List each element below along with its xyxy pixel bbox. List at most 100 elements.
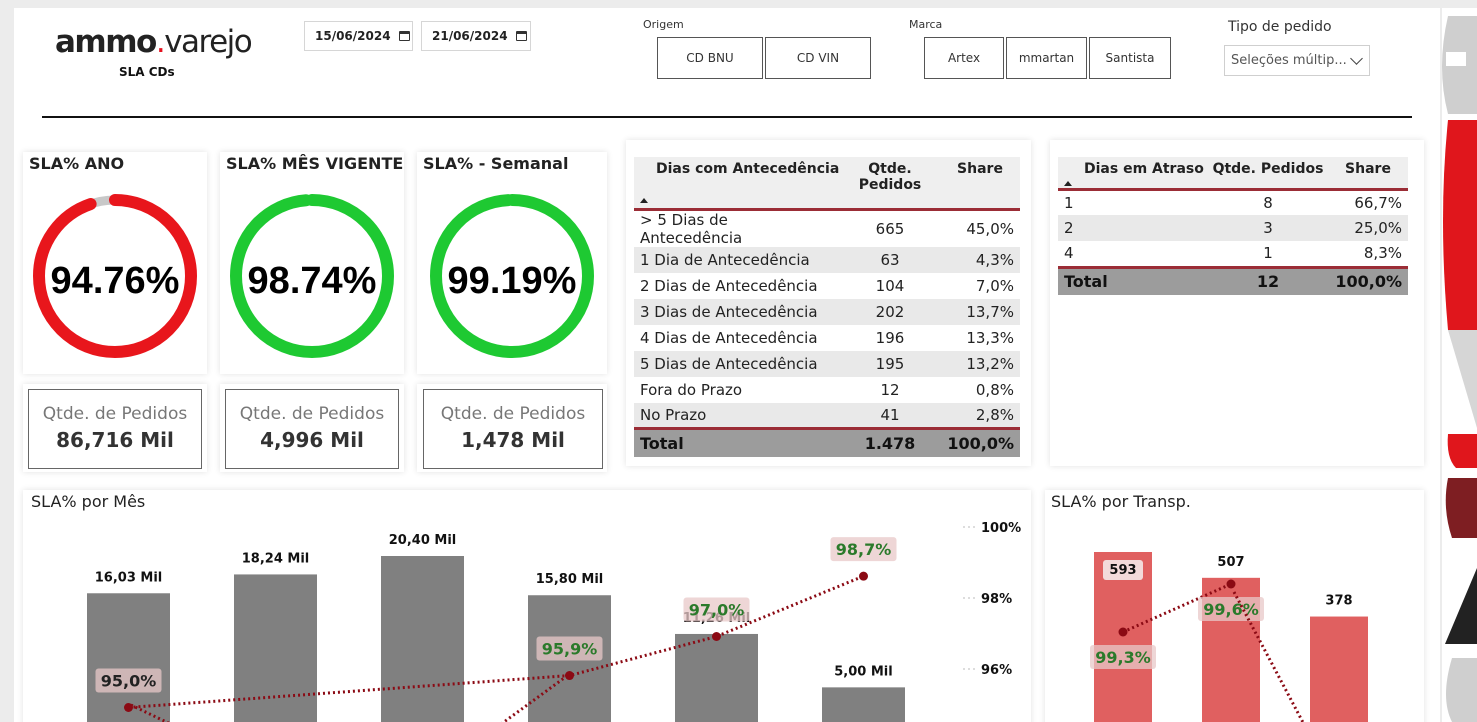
kpi-value: 94.76% [50, 260, 180, 302]
row-count-cell: 195 [840, 350, 940, 377]
atraso-table-card: Dias em Atraso Qtde. Pedidos Share 1 8 66,… [1050, 140, 1424, 466]
column-header-qtde[interactable]: Qtde. Pedidos [840, 157, 940, 211]
row-count-cell: 665 [875, 219, 905, 238]
y2-tick-label: 96% [981, 663, 1012, 678]
sla-data-label: 97,0% [689, 601, 745, 620]
table-row[interactable]: 4 1 8,3% [1058, 241, 1408, 267]
total-label-cell: Total [634, 427, 840, 457]
sla-por-mes-chart-card: SLA% por Mês 16,03 Mil 18,24 Mil 20,40 Mil… [23, 490, 1031, 722]
row-label-cell: Fora do Prazo [640, 380, 743, 399]
tipo-pedido-title: Tipo de pedido [1228, 19, 1332, 35]
table-row[interactable]: 1 8 66,7% [1058, 189, 1408, 215]
total-row: Total 12 100,0% [1058, 265, 1408, 295]
sla-por-transp-chart: 593 507 378 99,3% 99,6% [1090, 552, 1368, 722]
start-date-picker[interactable]: 15/06/2024 [304, 21, 413, 51]
bar-data-label: 593 [1109, 563, 1136, 578]
atraso-table: Dias em Atraso Qtde. Pedidos Share 1 8 66,… [1058, 157, 1408, 295]
atraso-table-body: 1 8 66,7% 2 3 25,0% 4 1 8,3% Total 12 100,0% [1058, 189, 1408, 295]
kpi-title: SLA% - Semanal [423, 154, 569, 173]
row-count-cell: 12 [880, 380, 900, 399]
sla-data-label: 99,3% [1095, 648, 1151, 667]
marca-option-santista[interactable]: Santista [1089, 37, 1171, 79]
sla-point [124, 703, 133, 712]
bar-data-label: 15,80 Mil [536, 572, 604, 587]
table-row[interactable]: 2 Dias de Antecedência 104 7,0% [634, 273, 1020, 299]
sort-ascending-icon[interactable] [1064, 181, 1072, 186]
bar [1310, 616, 1368, 722]
sla-line [128, 574, 865, 709]
tipo-pedido-dropdown[interactable]: Seleções múltip... [1224, 45, 1370, 76]
row-label-cell: 4 Dias de Antecedência [640, 328, 818, 347]
marca-option-artex[interactable]: Artex [924, 37, 1004, 79]
row-share-cell: 25,0% [1328, 215, 1408, 241]
total-count-cell: 1.478 [840, 427, 940, 457]
sla-point [1226, 579, 1236, 589]
antecedencia-table: Dias com Antecedência Qtde. Pedidos Shar… [634, 157, 1020, 457]
row-label-cell: 2 Dias de Antecedência [640, 276, 818, 295]
row-share-cell: 7,0% [975, 276, 1014, 295]
row-share-cell: 13,2% [940, 350, 1020, 377]
y2-tick-label: 98% [981, 592, 1012, 607]
column-header-share[interactable]: Share [1328, 157, 1408, 191]
calendar-icon[interactable] [398, 31, 410, 41]
row-label-cell: 1 [1064, 193, 1074, 212]
calendar-icon[interactable] [515, 31, 527, 41]
sla-label-bg [1090, 645, 1156, 669]
row-label-cell: 5 Dias de Antecedência [634, 350, 840, 377]
sort-ascending-icon[interactable] [640, 198, 648, 203]
row-count-cell: 1 [1263, 244, 1273, 263]
sla-label-bg [95, 668, 162, 693]
column-header-share[interactable]: Share [940, 157, 1020, 211]
data-label-bg [1103, 560, 1143, 580]
chart-title: SLA% por Mês [31, 492, 146, 511]
column-header-dias[interactable]: Dias com Antecedência [634, 157, 840, 211]
kpi-title: SLA% MÊS VIGENTE [226, 154, 404, 173]
column-header-qtde[interactable]: Qtde. Pedidos [1208, 157, 1328, 191]
nav-shape [1446, 658, 1477, 722]
sla-line-segment [501, 671, 572, 722]
sla-label-bg [830, 537, 897, 562]
kpi-card-sla-semanal: SLA% - Semanal 99.19% [417, 152, 607, 374]
nav-icon[interactable] [1446, 52, 1466, 66]
table-row[interactable]: 1 Dia de Antecedência 63 4,3% [634, 246, 1020, 273]
marca-option-mmartan[interactable]: mmartan [1006, 37, 1087, 79]
gauge-fill [230, 194, 394, 358]
table-row[interactable]: No Prazo 41 2,8% [634, 402, 1020, 429]
bar-data-label: 16,03 Mil [95, 570, 163, 585]
sla-data-label: 95,9% [542, 640, 598, 659]
sla-point [565, 671, 574, 681]
chart-title: SLA% por Transp. [1051, 492, 1191, 511]
count-label: Qtde. de Pedidos [42, 404, 188, 424]
bar-data-label: 20,40 Mil [389, 533, 457, 548]
table-row[interactable]: 3 Dias de Antecedência 202 13,7% [634, 298, 1020, 325]
count-box-mes: Qtde. de Pedidos 4,996 Mil [225, 389, 399, 469]
row-label-cell: 2 [1058, 215, 1208, 241]
gauge-fill [430, 194, 594, 358]
total-row: Total 1.478 100,0% [634, 427, 1020, 457]
row-label-cell: No Prazo [634, 402, 840, 429]
origem-option-cd-vin[interactable]: CD VIN [765, 37, 871, 79]
sla-data-label: 98,7% [836, 540, 892, 559]
row-label-cell: 4 [1064, 244, 1074, 263]
table-row[interactable]: 2 3 25,0% [1058, 215, 1408, 241]
marca-slicer-title: Marca [909, 18, 943, 31]
table-row[interactable]: > 5 Dias de Antecedência 665 45,0% [634, 209, 1020, 247]
bar [87, 593, 170, 722]
column-header-dias-atraso[interactable]: Dias em Atraso [1058, 157, 1208, 191]
origem-option-cd-bnu[interactable]: CD BNU [657, 37, 763, 79]
row-count-cell: 63 [840, 246, 940, 273]
row-share-cell: 45,0% [966, 219, 1014, 238]
total-count-cell: 12 [1208, 265, 1328, 295]
row-count-cell: 41 [840, 402, 940, 429]
gauge-sla-ano [33, 194, 197, 358]
sla-point [712, 632, 721, 641]
bar [822, 687, 905, 722]
count-value: 86,716 Mil [56, 428, 174, 452]
end-date-picker[interactable]: 21/06/2024 [421, 21, 531, 51]
table-row[interactable]: 5 Dias de Antecedência 195 13,2% [634, 350, 1020, 377]
table-row[interactable]: 4 Dias de Antecedência 196 13,3% [634, 325, 1020, 351]
table-row[interactable]: Fora do Prazo 12 0,8% [634, 377, 1020, 403]
count-box-ano: Qtde. de Pedidos 86,716 Mil [28, 389, 202, 469]
antecedencia-table-body: > 5 Dias de Antecedência 665 45,0% 1 Dia de… [634, 209, 1020, 457]
